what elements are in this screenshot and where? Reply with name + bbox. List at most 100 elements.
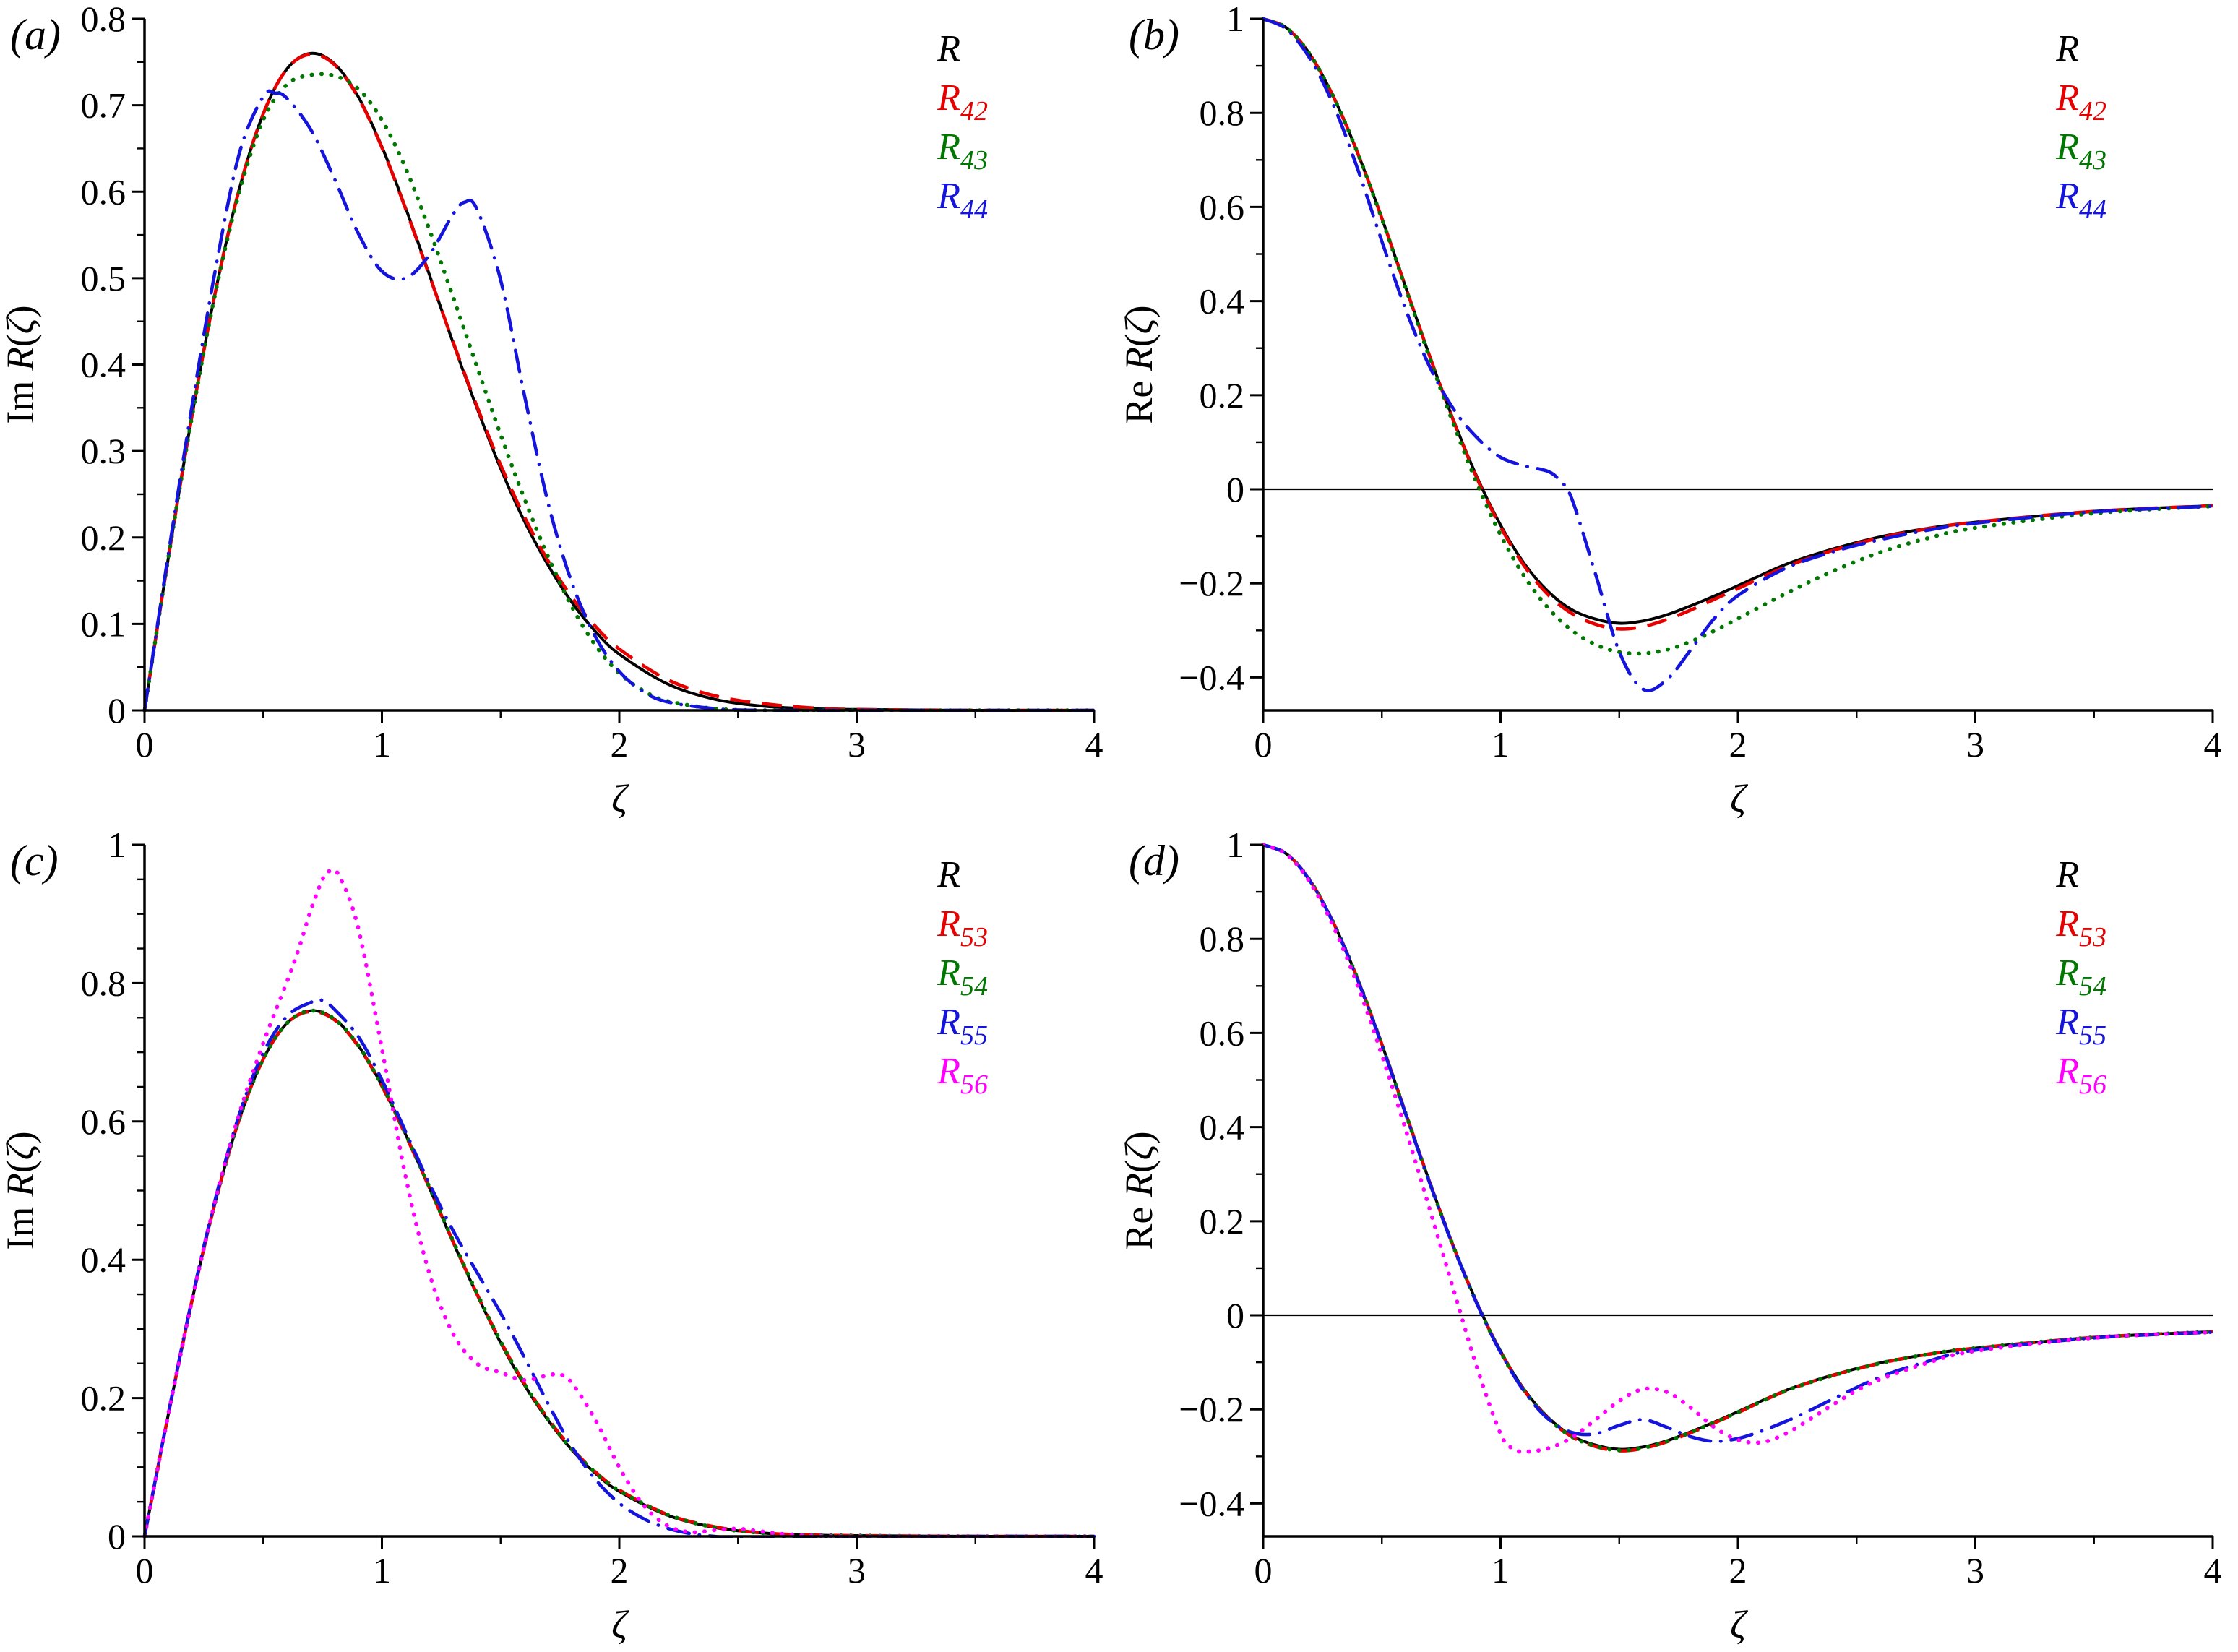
y-tick-label: 0.4 xyxy=(81,345,126,385)
legend-entry-R43: R43 xyxy=(2055,126,2106,176)
x-tick-label: 1 xyxy=(1492,1550,1510,1591)
y-tick-label: 0.6 xyxy=(81,171,126,212)
panel-label-a: (a) xyxy=(10,11,61,59)
x-tick-label: 1 xyxy=(373,1550,391,1591)
panel-label-b: (b) xyxy=(1129,11,1179,59)
y-axis-label: Re R(ζ) xyxy=(1119,305,1161,423)
curve-R43 xyxy=(1261,17,2215,656)
y-tick-label: 0.2 xyxy=(81,517,126,558)
y-tick-label: 0.6 xyxy=(1200,1012,1245,1053)
y-tick-label: 0.8 xyxy=(1200,919,1245,959)
y-tick-label: 0.4 xyxy=(1200,1107,1245,1148)
curve-R54 xyxy=(1261,843,2215,1453)
y-tick-label: −0.4 xyxy=(1179,657,1244,697)
curve-R56 xyxy=(142,867,1096,1538)
panel-d: 0 1 2 3 4 −0.4 −0.2 0 0.2 0.4 0.6 0.8 1 Re R(ζ) ζ (d) R R… xyxy=(1119,826,2238,1652)
curve-R55 xyxy=(142,998,1096,1538)
curve-R43 xyxy=(142,72,1096,712)
legend-entry-R55: R55 xyxy=(2055,1002,2106,1051)
y-tick-label: 0.5 xyxy=(81,258,126,298)
y-axis-label: Im R(ζ) xyxy=(0,305,42,423)
x-tick-label: 0 xyxy=(136,724,154,765)
y-tick-label: 1 xyxy=(108,826,126,865)
chart-a: 0 1 2 3 4 0 0.1 0.2 0.3 0.4 0.5 0.6 0.7 0.8 Im R(ζ) ζ (a… xyxy=(0,0,1103,820)
x-tick-label: 0 xyxy=(1254,1550,1273,1591)
x-axis-label: ζ xyxy=(1730,777,1748,820)
x-tick-label: 3 xyxy=(1966,724,1984,765)
legend-entry-R56: R56 xyxy=(937,1051,988,1100)
x-axis-label: ζ xyxy=(1730,1603,1748,1646)
axes-spines xyxy=(1262,19,2213,712)
legend-entry-R: R xyxy=(2055,28,2079,69)
x-tick-label: 1 xyxy=(1492,724,1510,765)
x-tick-label: 3 xyxy=(848,1550,866,1591)
legend-entry-R54: R54 xyxy=(2055,952,2106,1002)
x-tick-label: 2 xyxy=(611,724,629,765)
y-tick-label: 0.8 xyxy=(1200,93,1245,133)
y-tick-label: 0.2 xyxy=(1200,1201,1245,1242)
axes-spines xyxy=(1262,845,2213,1538)
y-tick-label: 0 xyxy=(108,690,126,731)
x-tick-label: 1 xyxy=(373,724,391,765)
legend-entry-R53: R53 xyxy=(937,903,988,952)
y-tick-label: 0.3 xyxy=(81,431,126,471)
y-tick-label: 0.4 xyxy=(81,1239,126,1280)
y-tick-label: 0.8 xyxy=(81,0,126,39)
y-tick-label: −0.2 xyxy=(1179,1389,1244,1429)
curves-b xyxy=(1261,17,2215,692)
legend-entry-R44: R44 xyxy=(2055,176,2106,225)
legend-entry-R44: R44 xyxy=(937,176,988,225)
legend-entry-R42: R42 xyxy=(2055,77,2106,126)
curve-R44 xyxy=(1261,17,2215,692)
curve-R42 xyxy=(1262,17,2213,631)
y-tick-label: 0.6 xyxy=(1200,186,1245,227)
x-tick-label: 2 xyxy=(1729,724,1747,765)
axes-spines xyxy=(143,19,1094,712)
y-tick-label: −0.2 xyxy=(1179,563,1244,603)
y-axis-label: Re R(ζ) xyxy=(1119,1131,1161,1249)
chart-c: 0 1 2 3 4 0 0.2 0.4 0.6 0.8 1 Im R(ζ) ζ (c) R R53R54R55… xyxy=(0,826,1103,1646)
x-tick-label: 0 xyxy=(136,1550,154,1591)
legend-entry-R54: R54 xyxy=(937,952,988,1002)
y-tick-label: 1 xyxy=(1226,0,1244,39)
y-tick-label: 0.8 xyxy=(81,963,126,1003)
legend-entry-R42: R42 xyxy=(937,77,988,126)
curves-c xyxy=(142,867,1096,1538)
x-tick-label: 4 xyxy=(1085,724,1103,765)
panel-a: 0 1 2 3 4 0 0.1 0.2 0.3 0.4 0.5 0.6 0.7 0.8 Im R(ζ) ζ (a… xyxy=(0,0,1119,826)
x-tick-label: 3 xyxy=(848,724,866,765)
x-axis-label: ζ xyxy=(611,777,629,820)
y-tick-label: 0 xyxy=(1226,1295,1244,1335)
y-tick-label: 0 xyxy=(108,1516,126,1557)
legend-entry-R: R xyxy=(2055,854,2079,895)
legend-entry-R55: R55 xyxy=(937,1002,988,1051)
curve-R56 xyxy=(1261,843,2215,1454)
x-tick-label: 3 xyxy=(1966,1550,1984,1591)
y-axis-label: Im R(ζ) xyxy=(0,1131,42,1249)
x-tick-label: 2 xyxy=(1729,1550,1747,1591)
panel-c: 0 1 2 3 4 0 0.2 0.4 0.6 0.8 1 Im R(ζ) ζ (c) R R53 R54 R55… xyxy=(0,826,1119,1652)
y-tick-label: 0.4 xyxy=(1200,281,1245,322)
y-tick-label: 0 xyxy=(1226,469,1244,509)
y-tick-label: −0.4 xyxy=(1179,1483,1244,1523)
legend-entry-R56: R56 xyxy=(2055,1051,2106,1100)
panel-label-c: (c) xyxy=(10,837,59,885)
y-tick-label: 0.6 xyxy=(81,1101,126,1142)
legend-entry-R43: R43 xyxy=(937,126,988,176)
x-tick-label: 4 xyxy=(1085,1550,1103,1591)
curve-R55 xyxy=(1261,843,2215,1443)
x-tick-label: 2 xyxy=(611,1550,629,1591)
x-tick-label: 4 xyxy=(2204,1550,2222,1591)
x-tick-label: 4 xyxy=(2204,724,2222,765)
legend-entry-R: R xyxy=(937,28,960,69)
y-tick-label: 0.2 xyxy=(1200,375,1245,416)
panel-label-d: (d) xyxy=(1129,837,1179,885)
legend-entry-R: R xyxy=(937,854,960,895)
legend-entry-R53: R53 xyxy=(2055,903,2106,952)
y-tick-label: 1 xyxy=(1226,826,1244,865)
y-tick-label: 0.2 xyxy=(81,1378,126,1419)
curves-d xyxy=(1261,843,2215,1454)
